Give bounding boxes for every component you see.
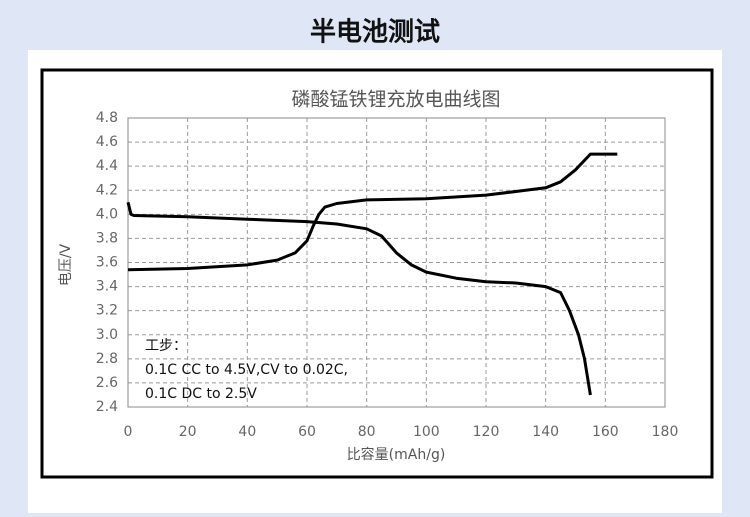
chart-frame [40, 68, 714, 479]
y-tick-label: 3.2 [96, 303, 118, 319]
page-title: 半电池测试 [310, 18, 440, 48]
y-tick-label: 3.8 [96, 230, 118, 246]
y-tick-label: 3.6 [96, 255, 118, 271]
y-tick-label: 4.8 [96, 110, 118, 126]
x-tick-label: 140 [532, 424, 559, 440]
y-tick-label: 2.6 [96, 375, 118, 391]
y-tick-label: 2.4 [96, 399, 118, 415]
x-tick-label: 120 [473, 424, 500, 440]
annotation: 0.1C CC to 4.5V,CV to 0.02C, [145, 362, 348, 378]
y-axis-title: 电压/V [58, 243, 74, 286]
y-tick-label: 3.4 [96, 279, 118, 295]
x-tick-label: 40 [238, 424, 256, 440]
x-tick-label: 20 [179, 424, 197, 440]
x-tick-label: 60 [298, 424, 316, 440]
x-tick-label: 0 [124, 424, 133, 440]
x-tick-label: 100 [413, 424, 440, 440]
line [127, 152, 618, 272]
y-tick-label: 4.6 [96, 134, 118, 150]
x-tick-label: 80 [358, 424, 376, 440]
annotation: 工步： [145, 338, 187, 354]
annotation: 0.1C DC to 2.5V [145, 386, 257, 402]
y-tick-label: 4.2 [96, 182, 118, 198]
x-tick-label: 180 [652, 424, 679, 440]
x-axis-title: 比容量(mAh/g) [347, 446, 446, 463]
y-tick-label: 4.0 [96, 206, 118, 222]
y-tick-label: 4.4 [96, 158, 118, 174]
plot-border [127, 117, 666, 408]
plot: 2.4 2.6 2.8 3.0 3.2 3.4 3.6 3.8 4.0 4.2 4.4 4.6 4.8 0… [96, 110, 679, 440]
y-tick-label: 3.0 [96, 327, 118, 343]
y-tick-label: 2.8 [96, 351, 118, 367]
x-tick-label: 160 [592, 424, 619, 440]
line [126, 201, 592, 396]
chart-title: 磷酸锰铁锂充放电曲线图 [291, 89, 500, 111]
